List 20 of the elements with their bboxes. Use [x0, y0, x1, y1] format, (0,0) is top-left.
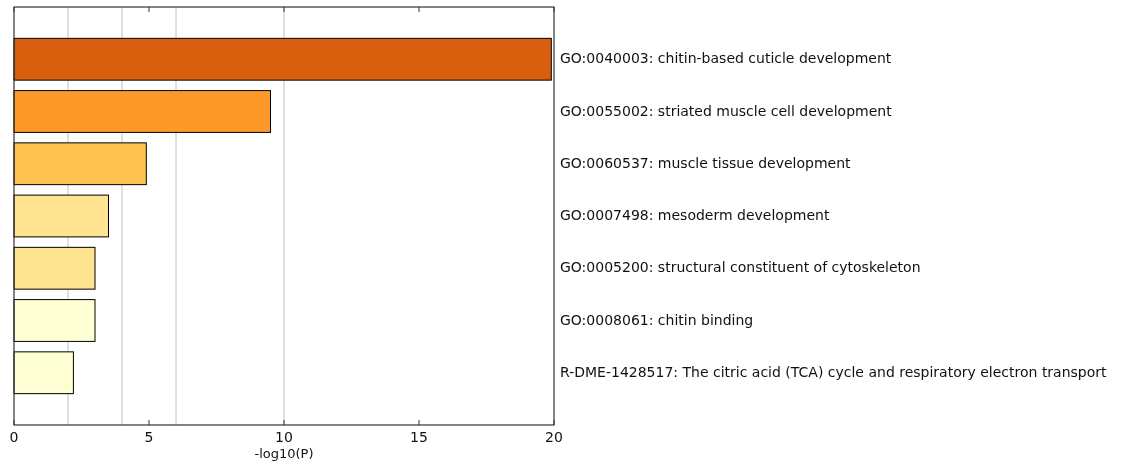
bar [13, 246, 96, 290]
bar [13, 194, 109, 238]
x-tick-label: 0 [9, 429, 19, 445]
bar [13, 37, 552, 81]
y-tick-label: GO:0005200: structural constituent of cytoskeleton [560, 259, 921, 276]
bar [13, 351, 74, 395]
y-tick-label: GO:0040003: chitin-based cuticle development [560, 50, 892, 67]
y-tick-label: GO:0055002: striated muscle cell development [560, 102, 893, 119]
bar [13, 299, 96, 342]
y-tick-label: GO:0007498: mesoderm development [560, 207, 830, 223]
bar [13, 142, 147, 186]
x-tick-label: 20 [545, 429, 563, 445]
y-tick-label: GO:0008061: chitin binding [560, 311, 754, 328]
y-tick-label: GO:0060537: muscle tissue development [560, 154, 852, 171]
y-tick-label: R-DME-1428517: The citric acid (TCA) cycle and respiratory electron transport [560, 363, 1108, 380]
x-tick-label: 15 [410, 429, 428, 445]
x-tick-label: 10 [275, 429, 293, 445]
bar [13, 90, 271, 133]
x-axis-title: -log10(P) [254, 445, 314, 461]
x-tick-label: 5 [144, 429, 154, 445]
